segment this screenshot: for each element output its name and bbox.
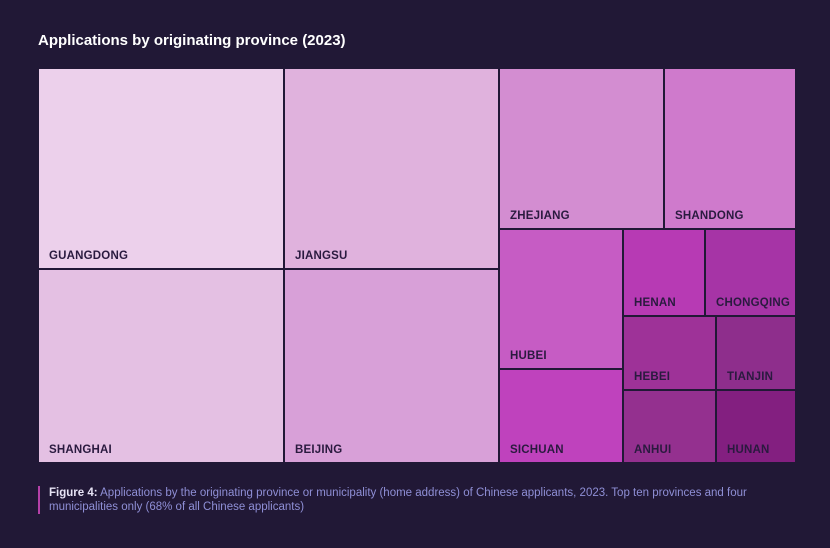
treemap-tile-label: SHANDONG (675, 210, 744, 222)
figure-caption: Figure 4: Applications by the originatin… (38, 486, 789, 514)
treemap-tile-henan: HENAN (624, 230, 704, 315)
treemap-tile-label: ANHUI (634, 444, 672, 456)
treemap-tile-label: SICHUAN (510, 444, 564, 456)
treemap-tile-guangdong: GUANGDONG (39, 69, 283, 268)
treemap-tile-label: TIANJIN (727, 371, 774, 383)
treemap-tile-hunan: HUNAN (717, 391, 795, 462)
treemap-tile-hebei: HEBEI (624, 317, 715, 389)
treemap-tile-chongqing: CHONGQING (706, 230, 795, 315)
treemap-tile-label: BEIJING (295, 444, 343, 456)
treemap-tile-sichuan: SICHUAN (500, 370, 622, 462)
treemap-tile-label: JIANGSU (295, 250, 348, 262)
treemap-tile-label: HUNAN (727, 444, 770, 456)
treemap-tile-label: SHANGHAI (49, 444, 112, 456)
treemap-tile-label: GUANGDONG (49, 250, 129, 262)
chart-title: Applications by originating province (20… (38, 32, 346, 49)
treemap-tile-label: HENAN (634, 297, 676, 309)
treemap-chart: GUANGDONG SHANGHAI JIANGSU BEIJING ZHEJIANG S… (38, 68, 796, 463)
treemap-tile-jiangsu: JIANGSU (285, 69, 498, 268)
treemap-tile-hubei: HUBEI (500, 230, 622, 368)
caption-text: Applications by the originating province… (49, 487, 747, 513)
caption-figure-label: Figure 4: (49, 487, 98, 499)
treemap-tile-shanghai: SHANGHAI (39, 270, 283, 462)
treemap-tile-shandong: SHANDONG (665, 69, 795, 228)
treemap-tile-anhui: ANHUI (624, 391, 715, 462)
treemap-tile-beijing: BEIJING (285, 270, 498, 462)
treemap-tile-label: CHONGQING (716, 297, 790, 309)
treemap-tile-label: HEBEI (634, 371, 671, 383)
treemap-tile-zhejiang: ZHEJIANG (500, 69, 663, 228)
treemap-tile-tianjin: TIANJIN (717, 317, 795, 389)
treemap-tile-label: HUBEI (510, 350, 547, 362)
treemap-tile-label: ZHEJIANG (510, 210, 570, 222)
